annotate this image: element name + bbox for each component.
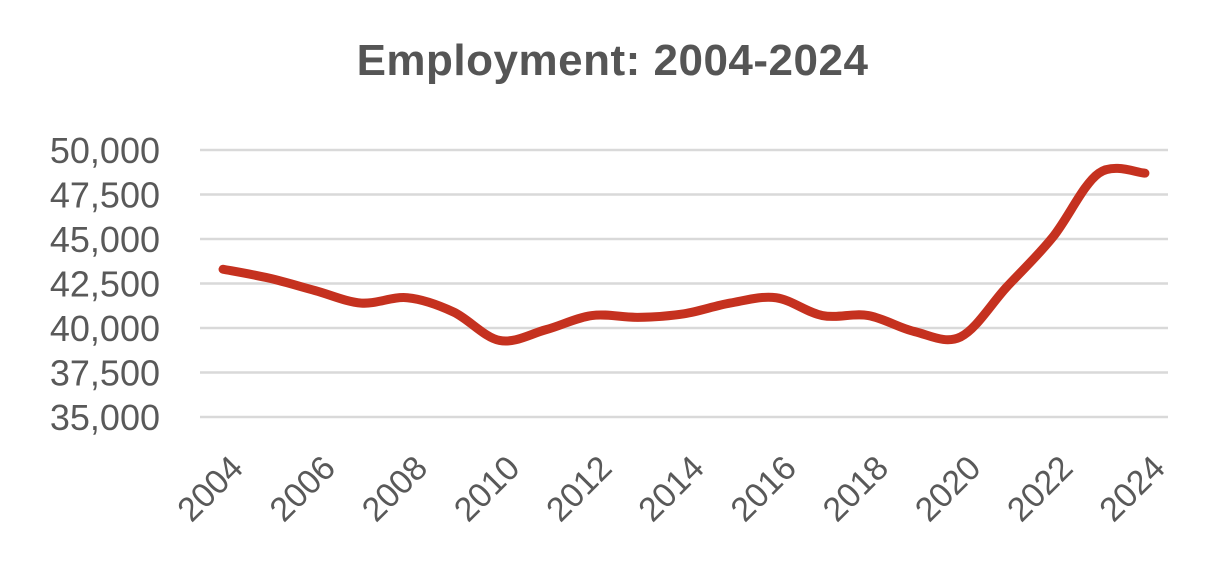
y-tick-label: 47,500: [50, 175, 160, 216]
series-layer: [218, 163, 1150, 346]
x-tick-label: 2024: [1092, 449, 1172, 529]
y-tick-label: 37,500: [50, 353, 160, 394]
x-axis-ticks: 2004 2006 2008 2010 2012 2014 2016 2018 2020 2022…: [170, 449, 1172, 529]
x-tick-label: 2006: [263, 449, 343, 529]
gridlines: [200, 148, 1168, 419]
x-tick-label: 2004: [170, 449, 250, 529]
x-tick-label: 2010: [447, 449, 527, 529]
y-tick-label: 42,500: [50, 264, 160, 305]
x-tick-label: 2014: [631, 449, 711, 529]
y-tick-label: 40,000: [50, 308, 160, 349]
x-tick-label: 2012: [539, 449, 619, 529]
y-tick-label: 50,000: [50, 130, 160, 171]
x-tick-label: 2020: [908, 449, 988, 529]
x-tick-label: 2008: [355, 449, 435, 529]
x-tick-label: 2018: [816, 449, 896, 529]
series-line-employment: [218, 163, 1150, 346]
x-tick-label: 2022: [1000, 449, 1080, 529]
chart-title: Employment: 2004-2024: [356, 36, 869, 85]
y-tick-label: 35,000: [50, 397, 160, 438]
y-tick-label: 45,000: [50, 219, 160, 260]
y-axis-ticks: 35,00037,50040,00042,50045,00047,50050,0…: [50, 130, 160, 438]
x-tick-label: 2016: [723, 449, 803, 529]
